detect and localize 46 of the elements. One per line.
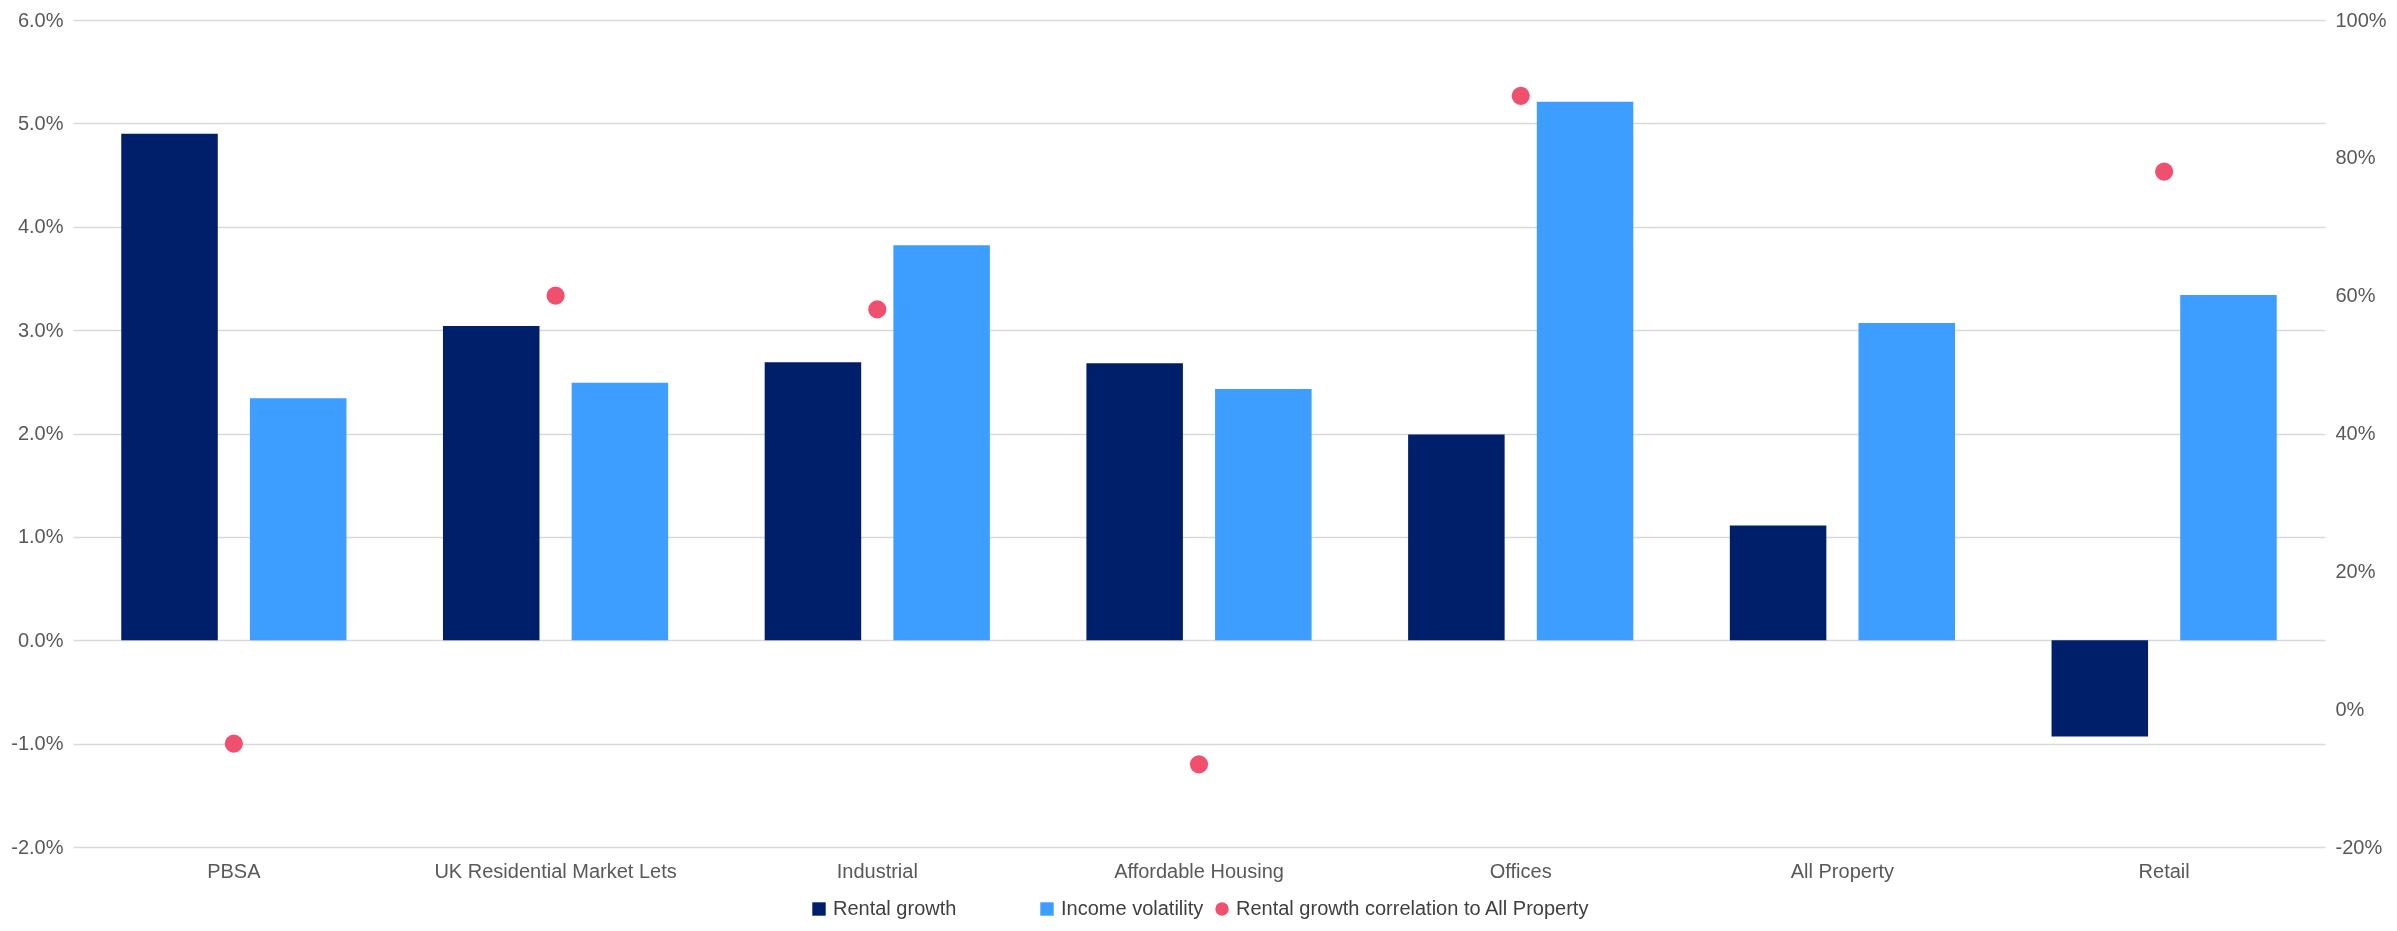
y2-tick-label: 80%	[2335, 146, 2376, 169]
bar	[1729, 525, 1827, 641]
y2-tick-label: 0%	[2335, 697, 2365, 720]
x-tick-label: Offices	[1489, 859, 1552, 882]
bar	[1536, 101, 1634, 641]
y-tick-label: 6.0%	[17, 8, 64, 31]
y-tick-label: 3.0%	[17, 318, 64, 341]
bar	[571, 382, 669, 641]
x-tick-label: Industrial	[836, 859, 918, 882]
bar	[1408, 434, 1505, 641]
bar	[764, 362, 862, 641]
x-tick-label: UK Residential Market Lets	[434, 859, 677, 882]
bar	[2180, 294, 2277, 641]
y-tick-label: 4.0%	[17, 215, 64, 238]
y2-tick-label: 20%	[2335, 559, 2376, 582]
bar	[2051, 640, 2149, 737]
point	[1189, 755, 1209, 774]
y-tick-label: 0.0%	[17, 628, 64, 651]
bar	[442, 325, 540, 641]
y2-tick-label: 60%	[2335, 284, 2376, 307]
point	[546, 286, 565, 305]
bar	[1858, 322, 1956, 641]
bar	[1086, 363, 1183, 641]
y-tick-label: -1.0%	[11, 732, 64, 755]
y-tick-label: 2.0%	[17, 422, 64, 444]
point	[1511, 86, 1530, 105]
legend-label: Rental growth correlation to All Property	[1236, 897, 1589, 919]
legend-label: Rental growth	[833, 897, 957, 919]
y2-tick-label: 100%	[2335, 8, 2387, 31]
bar	[893, 245, 990, 641]
y2-tick-label: -20%	[2335, 835, 2383, 858]
bar	[121, 133, 218, 641]
bar	[249, 398, 347, 641]
legend-label: Income volatility	[1061, 897, 1204, 919]
bar	[1215, 389, 1312, 641]
point	[2155, 162, 2174, 181]
x-tick-label: Affordable Housing	[1114, 859, 1284, 882]
y-tick-label: 1.0%	[17, 525, 64, 548]
x-tick-label: PBSA	[207, 859, 262, 882]
point	[224, 734, 243, 753]
x-tick-label: All Property	[1790, 859, 1895, 882]
point	[868, 300, 887, 319]
y-tick-label: -2.0%	[11, 835, 64, 858]
y-tick-label: 5.0%	[17, 111, 64, 134]
x-tick-label: Retail	[2138, 859, 2190, 882]
y2-tick-label: 40%	[2335, 422, 2376, 444]
